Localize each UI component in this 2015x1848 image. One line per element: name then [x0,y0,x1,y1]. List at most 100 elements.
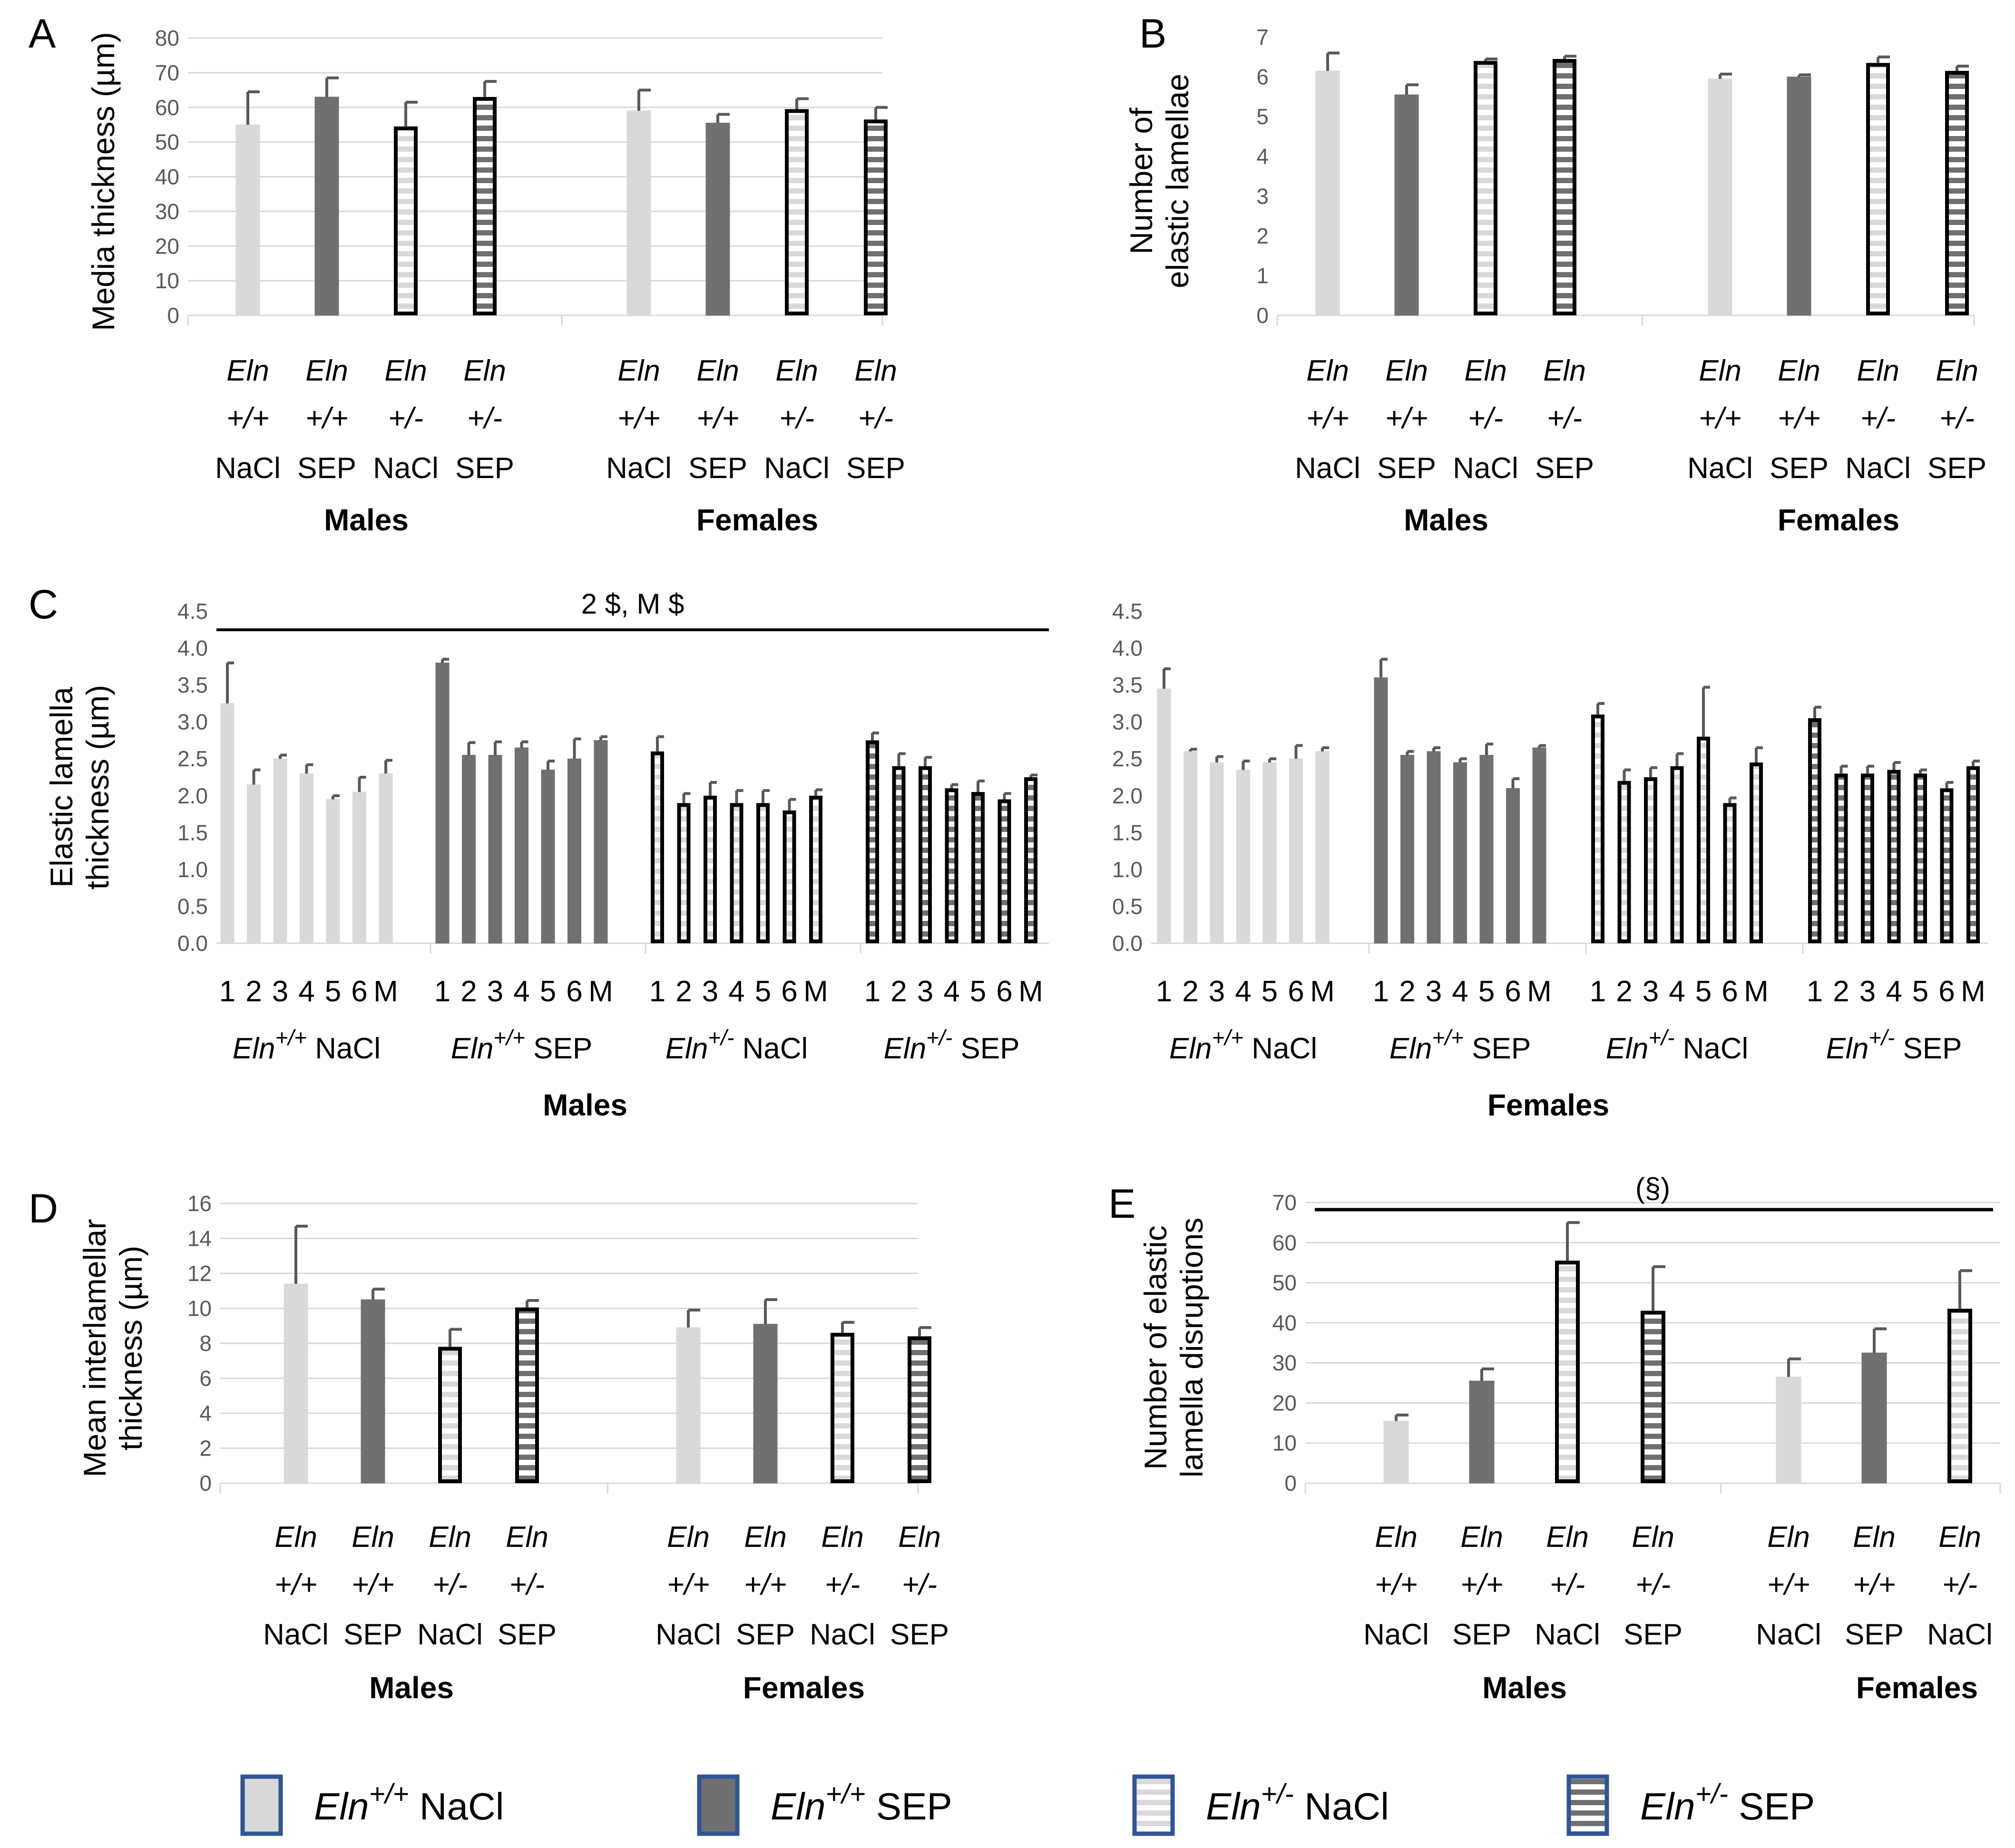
category-gene-label: Eln [1385,354,1428,387]
y-tick-label: 1.5 [177,820,208,845]
category-treatment-label: NaCl [1687,452,1753,485]
category-treatment-label: NaCl [764,452,830,485]
lamella-tick-label: 1 [1590,975,1606,1008]
lamella-tick-label: 3 [487,975,503,1008]
bar-hetN [1697,736,1710,943]
category-genotype-label: +/+ [1385,402,1428,435]
y-tick-label: 4 [1256,144,1269,169]
lamella-tick-label: 6 [1288,975,1304,1008]
lamella-tick-label: 1 [219,975,235,1008]
lamella-tick-label: 6 [996,975,1012,1008]
y-tick-label: 2 [1256,224,1269,248]
category-genotype-label: +/- [779,402,814,435]
bar-wtS [435,663,450,944]
y-tick-label: 3 [1256,184,1269,208]
category-gene-label: Eln [1306,354,1349,387]
group-label: Females [696,503,818,537]
bar-wtS [1479,754,1494,944]
subgroup-genotype: +/- [926,1025,952,1050]
y-tick-label: 70 [155,60,179,85]
bar-wtS [1374,677,1388,944]
bar-wtS [753,1324,778,1484]
lamella-tick-label: 5 [1478,975,1495,1008]
category-gene-label: Eln [667,1521,710,1554]
lamella-tick-label: 4 [1452,975,1468,1008]
y-tick-label: 10 [187,1296,212,1321]
bar-wtS [1453,762,1467,944]
y-axis-label: Number of elasticlamella disruptions [1138,1218,1209,1478]
subgroup-label: Eln+/- NaCl [665,1025,808,1065]
subgroup-genotype: +/+ [275,1025,307,1050]
category-genotype-label: +/+ [274,1568,317,1601]
category-treatment-label: NaCl [373,452,439,485]
category-genotype-label: +/- [1468,402,1503,435]
y-tick-label: 40 [1272,1310,1297,1335]
y-tick-label: 1.0 [1112,857,1143,882]
bar-wtN [626,110,651,316]
bar-hetN [1670,766,1684,943]
lamella-tick-label: 5 [1262,975,1278,1008]
category-genotype-label: +/+ [1699,402,1741,435]
y-tick-label: 4 [199,1401,212,1426]
bar-wtS [1861,1352,1887,1484]
subgroup-genotype: +/- [1648,1025,1674,1050]
y-tick-label: 3.0 [1112,710,1143,734]
y-tick-label: 0.5 [177,894,208,919]
category-genotype-label: +/- [1860,402,1896,435]
bar-wtS [541,769,555,944]
bar-wtN [300,773,313,944]
y-tick-label: 4.5 [177,599,208,624]
bar-hetN [1591,714,1604,943]
bar-hetN [1474,61,1497,315]
legend-treatment: SEP [1728,1785,1815,1828]
panel-A: A 0 10 20 30 40 50 60 70 80 Media thickness (µm) El… [29,11,905,537]
category-treatment-label: NaCl [1453,452,1518,485]
bar-wtS [488,754,502,944]
y-axis-label-line: thickness (µm) [80,685,115,890]
bar-wtN [1236,769,1250,944]
bar-wtS [1400,754,1414,944]
y-tick-label: 0.0 [177,931,208,956]
subgroup-label: Eln+/+ SEP [451,1025,592,1065]
category-treatment-label: NaCl [1845,452,1911,485]
bar-hetS [919,766,932,943]
bar-hetN [809,795,822,944]
y-tick-label: 12 [187,1261,212,1286]
bar-hetS [892,766,906,943]
subgroup-gene: Eln [233,1032,275,1065]
bar-hetS [1966,766,1980,943]
category-gene-label: Eln [384,354,427,387]
legend-label: Eln+/+ NaCl [314,1779,504,1828]
lamella-tick-label: 4 [943,975,959,1008]
category-treatment-label: NaCl [263,1618,329,1651]
bar-wtS [594,740,608,944]
category-genotype-label: +/- [1939,402,1975,435]
bar-hetS [998,799,1011,943]
y-axis-label: Elastic lamellathickness (µm) [44,685,115,890]
y-tick-label: 2.5 [1112,746,1143,771]
legend-gene: Eln [314,1785,369,1828]
category-treatment-label: NaCl [1363,1618,1429,1651]
category-genotype-label: +/+ [667,1568,710,1601]
group-label: Males [324,503,409,537]
lamella-tick-label: M [1018,975,1043,1008]
y-axis-label-line: Number of [1124,108,1159,254]
category-genotype-label: +/+ [1375,1568,1418,1601]
subgroup-gene: Eln [1389,1032,1432,1065]
subgroup-genotype: +/+ [1212,1025,1244,1050]
group-label: Males [1482,1671,1567,1705]
bar-wtN [273,758,287,944]
lamella-tick-label: 5 [540,975,556,1008]
category-treatment-label: NaCl [1535,1618,1600,1651]
lamella-tick-label: 1 [864,975,880,1008]
bar-wtN [1184,751,1197,944]
bar-wtN [326,799,340,944]
bar-hetS [515,1307,539,1484]
bar-hetS [1024,777,1037,943]
category-treatment-label: SEP [688,452,747,485]
lamella-tick-label: 2 [1399,975,1415,1008]
category-gene-label: Eln [506,1521,548,1554]
category-genotype-label: +/- [1550,1568,1585,1601]
y-tick-label: 50 [155,130,179,155]
